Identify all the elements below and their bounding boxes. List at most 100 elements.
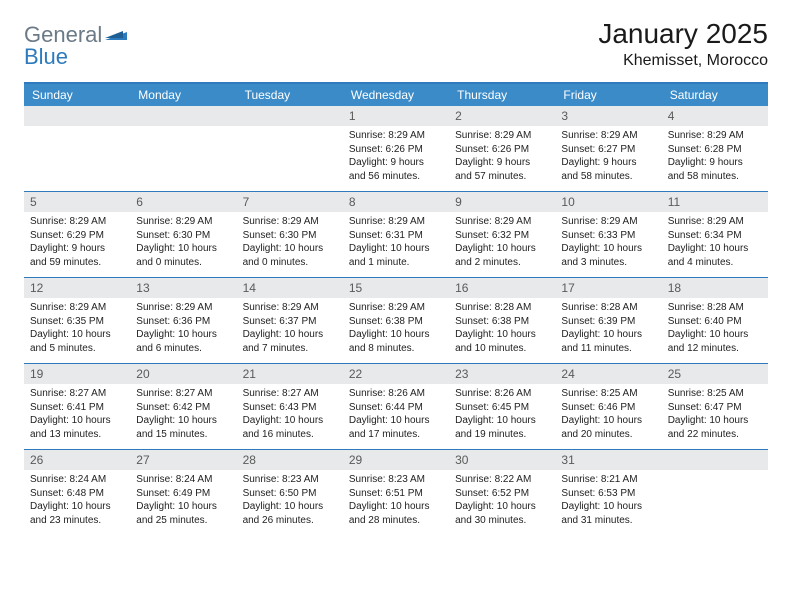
sunset-text: Sunset: 6:42 PM bbox=[136, 401, 230, 415]
daynum-row: 262728293031 bbox=[24, 450, 768, 471]
weekday-header: Monday bbox=[130, 84, 236, 106]
sunset-text: Sunset: 6:49 PM bbox=[136, 487, 230, 501]
sunrise-text: Sunrise: 8:29 AM bbox=[668, 215, 762, 229]
daylight-text-2: and 4 minutes. bbox=[668, 256, 762, 270]
daylight-text-2: and 56 minutes. bbox=[349, 170, 443, 184]
day-number-cell: 8 bbox=[343, 192, 449, 213]
sunset-text: Sunset: 6:46 PM bbox=[561, 401, 655, 415]
daylight-text-2: and 3 minutes. bbox=[561, 256, 655, 270]
daylight-text-2: and 28 minutes. bbox=[349, 514, 443, 528]
weekday-header: Sunday bbox=[24, 84, 130, 106]
day-number-cell: 22 bbox=[343, 364, 449, 385]
daylight-text: Daylight: 9 hours bbox=[349, 156, 443, 170]
day-detail-cell: Sunrise: 8:29 AMSunset: 6:26 PMDaylight:… bbox=[449, 126, 555, 192]
detail-row: Sunrise: 8:29 AMSunset: 6:35 PMDaylight:… bbox=[24, 298, 768, 364]
daylight-text-2: and 7 minutes. bbox=[243, 342, 337, 356]
sunset-text: Sunset: 6:38 PM bbox=[455, 315, 549, 329]
daylight-text: Daylight: 10 hours bbox=[455, 414, 549, 428]
day-detail-cell: Sunrise: 8:29 AMSunset: 6:30 PMDaylight:… bbox=[237, 212, 343, 278]
sunset-text: Sunset: 6:43 PM bbox=[243, 401, 337, 415]
weekday-header: Thursday bbox=[449, 84, 555, 106]
day-number-cell: 26 bbox=[24, 450, 130, 471]
sunrise-text: Sunrise: 8:25 AM bbox=[561, 387, 655, 401]
page-header: General January 2025 Khemisset, Morocco bbox=[24, 18, 768, 70]
sunset-text: Sunset: 6:50 PM bbox=[243, 487, 337, 501]
day-number-cell: 20 bbox=[130, 364, 236, 385]
sunrise-text: Sunrise: 8:21 AM bbox=[561, 473, 655, 487]
sunrise-text: Sunrise: 8:23 AM bbox=[243, 473, 337, 487]
day-number-cell: 16 bbox=[449, 278, 555, 299]
calendar-table: Sunday Monday Tuesday Wednesday Thursday… bbox=[24, 84, 768, 535]
sunset-text: Sunset: 6:34 PM bbox=[668, 229, 762, 243]
day-number-cell: 3 bbox=[555, 106, 661, 126]
day-detail-cell: Sunrise: 8:28 AMSunset: 6:39 PMDaylight:… bbox=[555, 298, 661, 364]
sunset-text: Sunset: 6:30 PM bbox=[136, 229, 230, 243]
sunrise-text: Sunrise: 8:29 AM bbox=[30, 301, 124, 315]
sunrise-text: Sunrise: 8:28 AM bbox=[561, 301, 655, 315]
sunrise-text: Sunrise: 8:29 AM bbox=[136, 215, 230, 229]
day-detail-cell: Sunrise: 8:26 AMSunset: 6:44 PMDaylight:… bbox=[343, 384, 449, 450]
day-number-cell: 1 bbox=[343, 106, 449, 126]
daylight-text: Daylight: 10 hours bbox=[136, 414, 230, 428]
day-number-cell: 15 bbox=[343, 278, 449, 299]
day-number-cell: 21 bbox=[237, 364, 343, 385]
daylight-text: Daylight: 10 hours bbox=[455, 242, 549, 256]
day-number-cell: 11 bbox=[662, 192, 768, 213]
day-number-cell: 18 bbox=[662, 278, 768, 299]
day-detail-cell: Sunrise: 8:29 AMSunset: 6:33 PMDaylight:… bbox=[555, 212, 661, 278]
daylight-text-2: and 25 minutes. bbox=[136, 514, 230, 528]
calendar: Sunday Monday Tuesday Wednesday Thursday… bbox=[24, 82, 768, 535]
day-detail-cell: Sunrise: 8:29 AMSunset: 6:27 PMDaylight:… bbox=[555, 126, 661, 192]
sunset-text: Sunset: 6:45 PM bbox=[455, 401, 549, 415]
day-number-cell: 17 bbox=[555, 278, 661, 299]
day-number-cell: 6 bbox=[130, 192, 236, 213]
detail-row: Sunrise: 8:29 AMSunset: 6:29 PMDaylight:… bbox=[24, 212, 768, 278]
day-detail-cell bbox=[130, 126, 236, 192]
daynum-row: 1234 bbox=[24, 106, 768, 126]
daylight-text: Daylight: 10 hours bbox=[243, 328, 337, 342]
daylight-text-2: and 58 minutes. bbox=[668, 170, 762, 184]
day-number-cell: 14 bbox=[237, 278, 343, 299]
day-number-cell: 27 bbox=[130, 450, 236, 471]
day-detail-cell bbox=[662, 470, 768, 535]
sunrise-text: Sunrise: 8:29 AM bbox=[243, 215, 337, 229]
sunrise-text: Sunrise: 8:29 AM bbox=[30, 215, 124, 229]
daylight-text: Daylight: 10 hours bbox=[349, 328, 443, 342]
sunrise-text: Sunrise: 8:29 AM bbox=[349, 301, 443, 315]
day-detail-cell: Sunrise: 8:28 AMSunset: 6:38 PMDaylight:… bbox=[449, 298, 555, 364]
daylight-text: Daylight: 10 hours bbox=[136, 242, 230, 256]
day-detail-cell: Sunrise: 8:27 AMSunset: 6:41 PMDaylight:… bbox=[24, 384, 130, 450]
daylight-text: Daylight: 10 hours bbox=[243, 242, 337, 256]
day-number-cell: 19 bbox=[24, 364, 130, 385]
day-number-cell: 24 bbox=[555, 364, 661, 385]
sunrise-text: Sunrise: 8:29 AM bbox=[561, 129, 655, 143]
daylight-text: Daylight: 10 hours bbox=[561, 328, 655, 342]
sunrise-text: Sunrise: 8:27 AM bbox=[243, 387, 337, 401]
sunset-text: Sunset: 6:44 PM bbox=[349, 401, 443, 415]
sunrise-text: Sunrise: 8:29 AM bbox=[349, 129, 443, 143]
day-detail-cell: Sunrise: 8:29 AMSunset: 6:38 PMDaylight:… bbox=[343, 298, 449, 364]
day-number-cell: 25 bbox=[662, 364, 768, 385]
daynum-row: 12131415161718 bbox=[24, 278, 768, 299]
day-number-cell: 12 bbox=[24, 278, 130, 299]
sunset-text: Sunset: 6:36 PM bbox=[136, 315, 230, 329]
day-number-cell: 28 bbox=[237, 450, 343, 471]
day-detail-cell: Sunrise: 8:27 AMSunset: 6:43 PMDaylight:… bbox=[237, 384, 343, 450]
sunset-text: Sunset: 6:48 PM bbox=[30, 487, 124, 501]
day-detail-cell: Sunrise: 8:29 AMSunset: 6:32 PMDaylight:… bbox=[449, 212, 555, 278]
daynum-row: 567891011 bbox=[24, 192, 768, 213]
daynum-row: 19202122232425 bbox=[24, 364, 768, 385]
day-detail-cell: Sunrise: 8:29 AMSunset: 6:28 PMDaylight:… bbox=[662, 126, 768, 192]
daylight-text-2: and 1 minute. bbox=[349, 256, 443, 270]
weekday-header: Friday bbox=[555, 84, 661, 106]
weekday-header-row: Sunday Monday Tuesday Wednesday Thursday… bbox=[24, 84, 768, 106]
day-detail-cell: Sunrise: 8:25 AMSunset: 6:47 PMDaylight:… bbox=[662, 384, 768, 450]
day-detail-cell: Sunrise: 8:25 AMSunset: 6:46 PMDaylight:… bbox=[555, 384, 661, 450]
daylight-text-2: and 15 minutes. bbox=[136, 428, 230, 442]
daylight-text: Daylight: 9 hours bbox=[30, 242, 124, 256]
daylight-text-2: and 8 minutes. bbox=[349, 342, 443, 356]
sunrise-text: Sunrise: 8:28 AM bbox=[455, 301, 549, 315]
day-detail-cell: Sunrise: 8:29 AMSunset: 6:36 PMDaylight:… bbox=[130, 298, 236, 364]
sunrise-text: Sunrise: 8:26 AM bbox=[455, 387, 549, 401]
daylight-text-2: and 10 minutes. bbox=[455, 342, 549, 356]
